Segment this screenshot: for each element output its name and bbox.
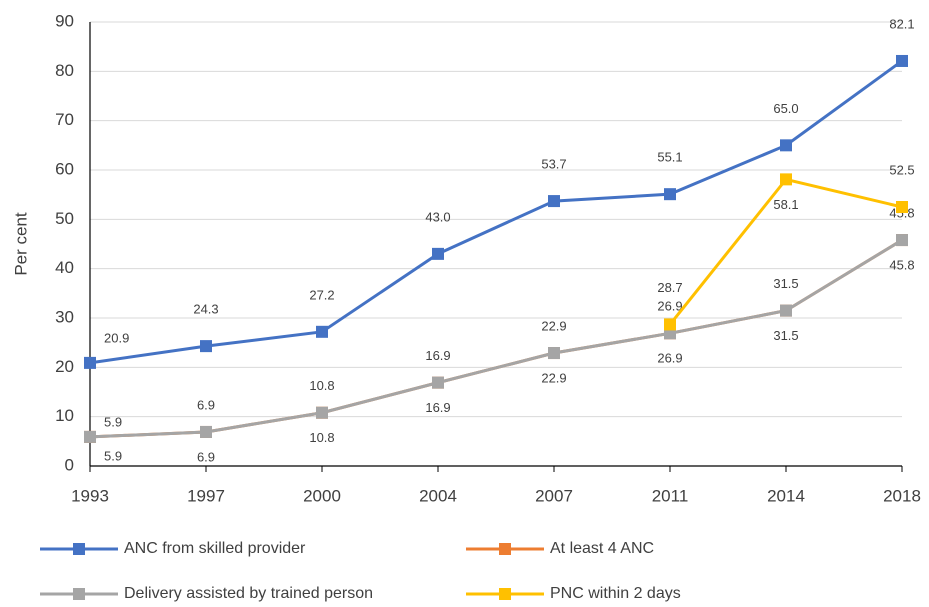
y-tick-label: 20 <box>55 357 74 376</box>
y-tick-label: 30 <box>55 307 74 326</box>
marker <box>780 139 792 152</box>
y-tick-label: 10 <box>55 406 74 425</box>
data-label: 10.8 <box>309 378 334 393</box>
marker <box>432 376 444 389</box>
legend-label: ANC from skilled provider <box>124 540 306 557</box>
x-tick-label: 2018 <box>883 486 921 505</box>
legend-marker <box>499 543 511 555</box>
marker <box>896 54 908 67</box>
marker <box>896 201 908 213</box>
marker <box>316 325 328 338</box>
data-label: 58.1 <box>773 197 798 212</box>
x-tick-label: 2004 <box>419 486 457 505</box>
legend-label: At least 4 ANC <box>550 540 654 557</box>
data-label: 28.7 <box>657 280 682 295</box>
data-label: 20.9 <box>104 330 129 345</box>
data-label: 16.9 <box>425 400 450 415</box>
data-label: 65.0 <box>773 101 798 116</box>
data-label: 22.9 <box>541 318 566 333</box>
legend-marker <box>499 588 511 600</box>
marker <box>780 173 792 186</box>
data-label: 53.7 <box>541 157 566 172</box>
x-tick-label: 2007 <box>535 486 573 505</box>
marker <box>200 425 212 438</box>
data-label: 6.9 <box>197 449 215 464</box>
data-label: 6.9 <box>197 397 215 412</box>
data-label: 55.1 <box>657 150 682 165</box>
marker <box>664 188 676 201</box>
marker <box>84 430 96 443</box>
data-label: 52.5 <box>889 162 914 177</box>
marker <box>200 340 212 353</box>
data-label: 26.9 <box>657 351 682 366</box>
x-tick-label: 1997 <box>187 486 225 505</box>
x-tick-label: 2014 <box>767 486 805 505</box>
legend-label: Delivery assisted by trained person <box>124 585 373 602</box>
data-label: 10.8 <box>309 430 334 445</box>
x-tick-label: 2000 <box>303 486 341 505</box>
data-label: 5.9 <box>104 414 122 429</box>
data-label: 31.5 <box>773 276 798 291</box>
data-label: 82.1 <box>889 16 914 31</box>
y-tick-label: 60 <box>55 159 74 178</box>
data-label: 31.5 <box>773 328 798 343</box>
data-label: 45.8 <box>889 257 914 272</box>
series-line <box>89 238 903 439</box>
y-tick-label: 40 <box>55 258 74 277</box>
x-tick-label: 2011 <box>652 486 689 505</box>
marker <box>432 247 444 260</box>
marker <box>780 304 792 317</box>
marker <box>316 406 328 419</box>
legend-marker <box>73 588 85 600</box>
data-label: 43.0 <box>425 209 450 224</box>
data-label: 16.9 <box>425 348 450 363</box>
data-label: 22.9 <box>541 370 566 385</box>
x-tick-label: 1993 <box>71 486 109 505</box>
y-axis-label: Per cent <box>11 212 30 276</box>
marker <box>664 318 676 331</box>
series-line <box>89 59 903 365</box>
y-tick-label: 50 <box>55 209 74 228</box>
y-tick-label: 80 <box>55 61 74 80</box>
data-label: 26.9 <box>657 299 682 314</box>
legend-marker <box>73 543 85 555</box>
marker <box>548 347 560 360</box>
data-label: 5.9 <box>104 448 122 463</box>
y-tick-label: 70 <box>55 110 74 129</box>
data-label: 27.2 <box>309 287 334 302</box>
data-label: 24.3 <box>193 302 218 317</box>
y-tick-label: 0 <box>65 455 74 474</box>
marker <box>84 356 96 369</box>
legend-label: PNC within 2 days <box>550 585 681 602</box>
y-tick-label: 90 <box>55 11 74 30</box>
marker <box>548 195 560 208</box>
marker <box>896 234 908 247</box>
